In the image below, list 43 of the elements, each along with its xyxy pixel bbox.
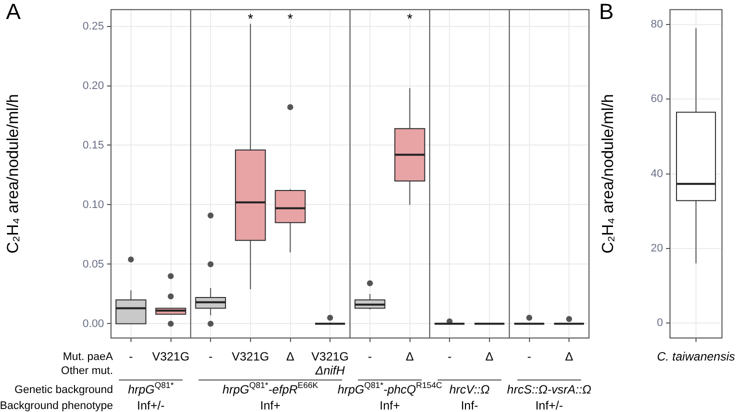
x-tick-label: - <box>368 350 372 364</box>
y-axis-title: C₂H₄ area/nodule/ml/h <box>5 94 22 254</box>
x-tick-label: Δ <box>286 350 294 364</box>
text: Inf+/- <box>535 398 564 412</box>
y-axis-title: C₂H₄ area/nodule/ml/h <box>600 94 618 254</box>
x-tick-label: V321G <box>311 350 349 364</box>
text: Other mut. <box>61 365 114 378</box>
y-tick-label: 0.05 <box>82 258 104 270</box>
y-tick-label: 20 <box>650 242 663 254</box>
x-tick-label: - <box>527 350 532 364</box>
text: hrcS::Ω-vsrA::Ω <box>507 382 592 396</box>
text: Inf+ <box>380 398 400 412</box>
x-tick-label: - <box>128 350 133 364</box>
y-tick-label: 0 <box>656 317 663 330</box>
text: Inf- <box>460 398 478 412</box>
text: hrcV::Ω <box>449 382 490 396</box>
y-tick-label: 80 <box>650 18 663 31</box>
text: ΔnifH <box>314 363 346 378</box>
x-tick-label: Δ <box>406 350 414 364</box>
x-tick-label: V321G <box>232 350 270 364</box>
x-tick-label: - <box>448 350 452 364</box>
x-tick-label: - <box>208 350 213 364</box>
y-tick-label: 0.25 <box>82 20 104 32</box>
text: * <box>407 10 412 26</box>
text: Inf+/- <box>136 398 165 412</box>
y-tick-label: 60 <box>650 93 663 106</box>
text: Inf+ <box>260 398 281 412</box>
text: Genetic background <box>14 384 113 396</box>
y-tick-label: 0.00 <box>82 318 104 330</box>
x-tick-label: C. taiwanensis <box>656 350 736 364</box>
x-tick-label: V321G <box>152 350 190 364</box>
y-tick-label: 40 <box>650 168 663 180</box>
x-tick-label: Δ <box>485 350 494 364</box>
text: Background phenotype <box>0 400 114 412</box>
y-tick-label: 0.20 <box>82 80 104 92</box>
chart-title: B <box>599 0 614 24</box>
y-tick-label: 0.10 <box>82 198 104 211</box>
chart-title: A <box>6 0 21 24</box>
x-tick-label: Δ <box>565 350 574 364</box>
x-axis-title: Mut. paeA <box>62 351 114 364</box>
text: * <box>288 10 293 26</box>
text: * <box>248 10 254 26</box>
y-tick-label: 0.15 <box>82 139 104 152</box>
